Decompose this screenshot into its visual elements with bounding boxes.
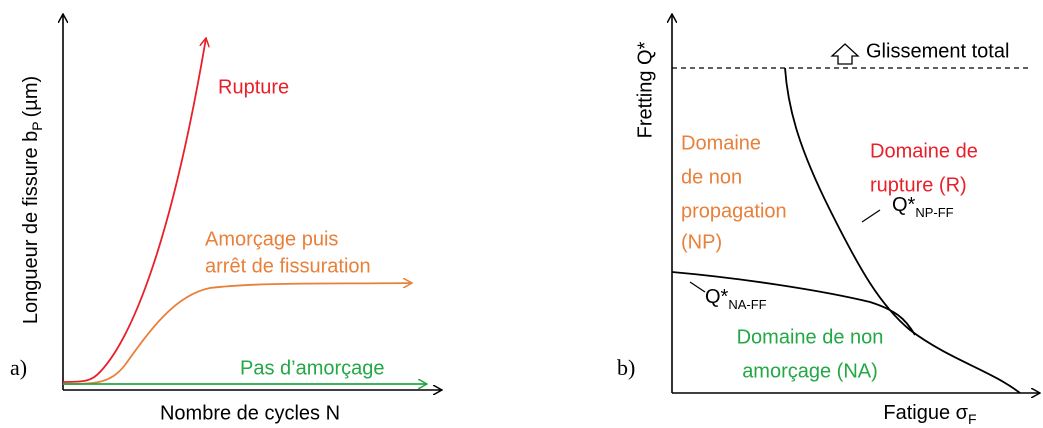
y-unit: (µm): [20, 76, 42, 118]
leader: [689, 281, 706, 293]
region-np: (NP): [681, 231, 722, 253]
panel-b: Glissement total b) Fatigue σF Fretting …: [617, 14, 1040, 427]
region-r: Domaine de: [870, 140, 978, 162]
region-na: Domaine de non: [737, 326, 884, 348]
label-rupture: Rupture: [218, 76, 289, 98]
y-text: Longueur de fissure b: [20, 131, 42, 324]
y-axis-label: Longueur de fissure bP (µm): [20, 76, 44, 324]
boundary-label: Q*NP-FF: [892, 194, 954, 220]
limit-arrow: [830, 43, 860, 65]
x-axis-label: Nombre de cycles N: [160, 402, 340, 424]
q-sub: NP-FF: [915, 205, 953, 220]
region-r: rupture (R): [870, 174, 967, 196]
label-arret: Amorçage puis: [205, 228, 338, 250]
region-np: propagation: [681, 200, 787, 222]
curve-arret: [62, 283, 412, 385]
q: Q*: [705, 286, 729, 308]
panel-label: b): [617, 355, 635, 380]
panel-a: a) Nombre de cycles N Longueur de fissur…: [10, 14, 442, 424]
y-axis-label: Fretting Q*: [634, 41, 656, 138]
region-np: Domaine: [681, 132, 761, 154]
label-arret: arrêt de fissuration: [205, 255, 371, 277]
x-sub: F: [968, 411, 977, 427]
q-sub: NA-FF: [728, 297, 766, 312]
region-np: de non: [681, 166, 742, 188]
x-axis-label: Fatigue σF: [883, 402, 976, 426]
panel-label: a): [10, 355, 27, 380]
leader: [861, 209, 881, 223]
label-pas: Pas d’amorçage: [240, 357, 385, 379]
region-na: amorçage (NA): [742, 360, 878, 382]
curve-rupture: [62, 38, 206, 383]
q: Q*: [892, 194, 916, 216]
boundary-na-ff: [671, 271, 916, 336]
boundary-np-ff: [784, 67, 1021, 394]
y-sub: P: [29, 121, 45, 130]
boundary-label: Q*NA-FF: [705, 286, 767, 312]
limit-label: Glissement total: [866, 40, 1009, 62]
x-text: Fatigue σ: [883, 402, 968, 424]
